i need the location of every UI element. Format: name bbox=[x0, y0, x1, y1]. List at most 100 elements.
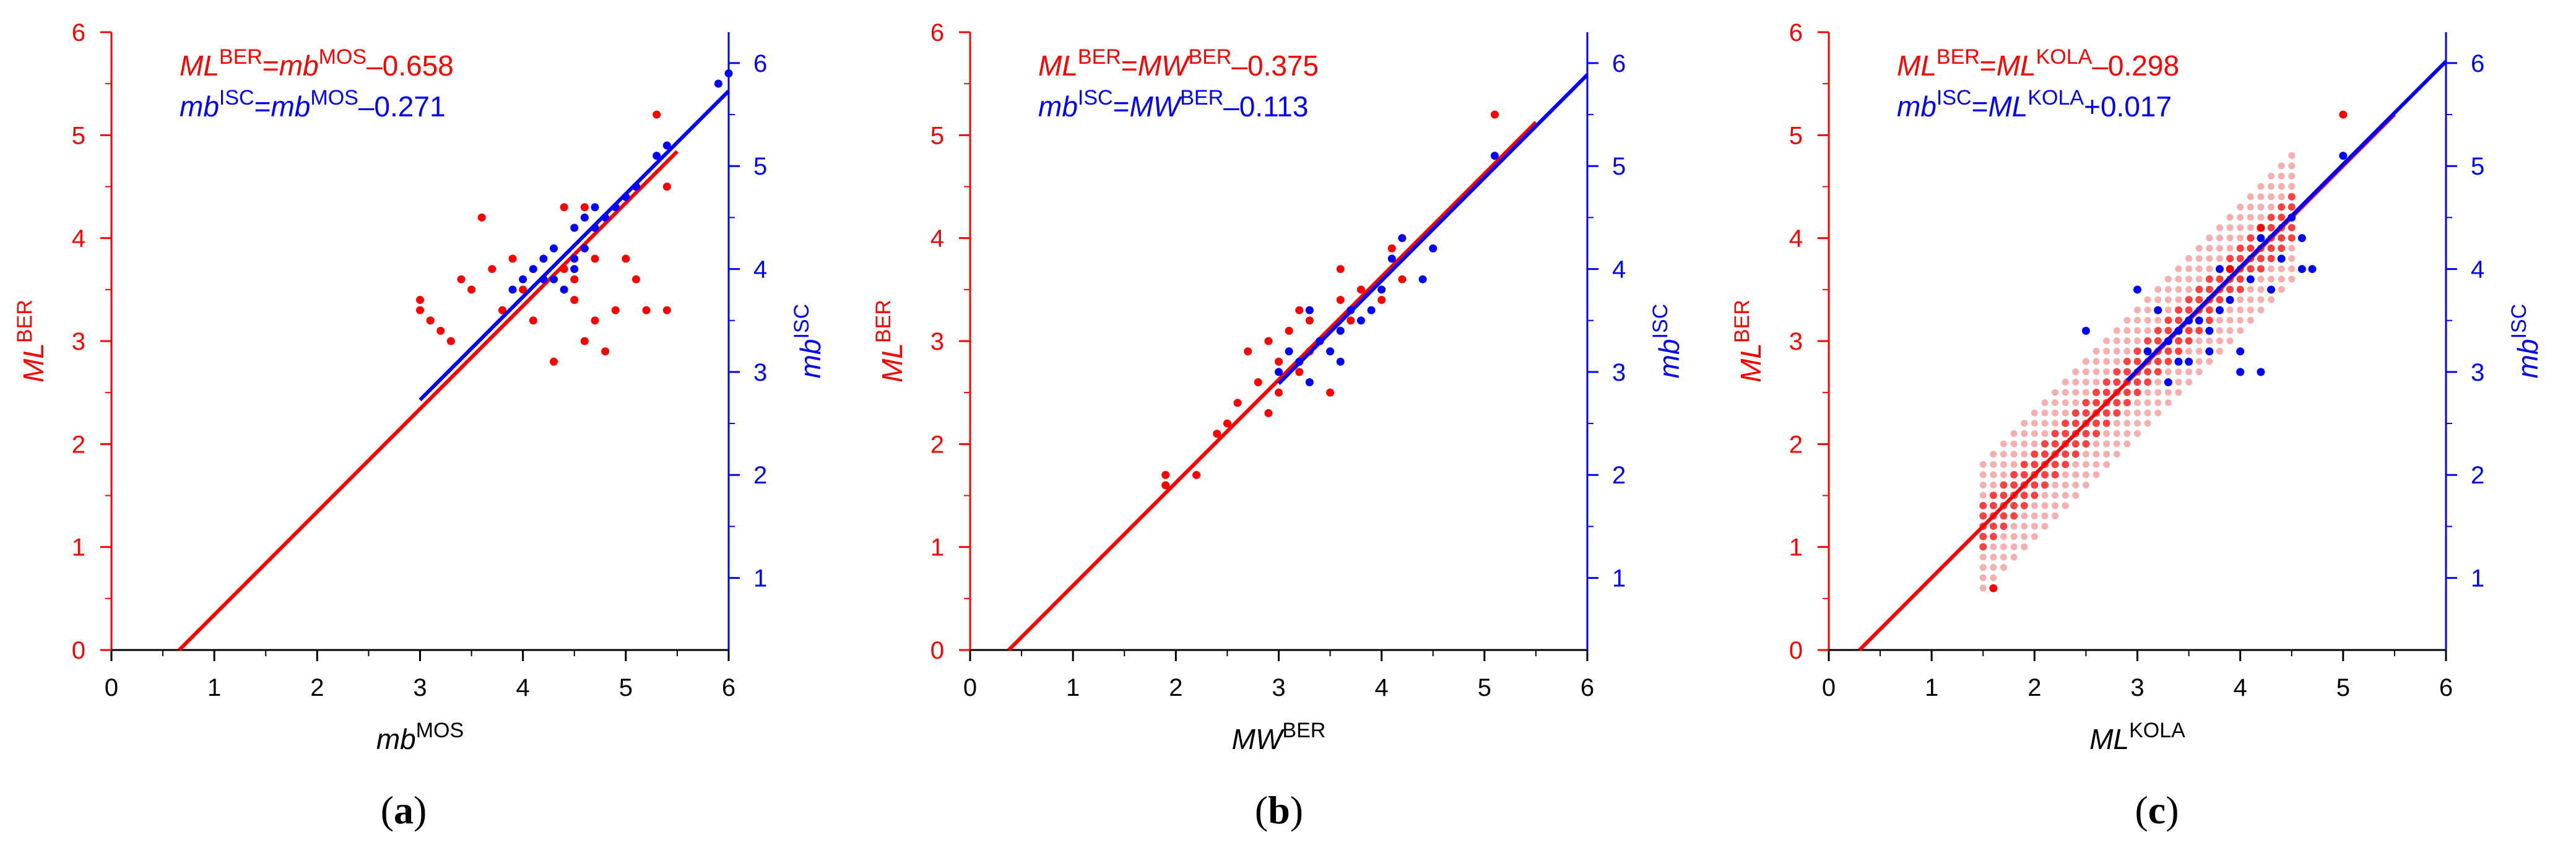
ml-ber-point bbox=[1989, 584, 1998, 592]
y-tick-label: 0 bbox=[1789, 637, 1803, 664]
ml-ber-point bbox=[1264, 409, 1273, 417]
mb-isc-point bbox=[570, 265, 579, 274]
mb-isc-point bbox=[662, 141, 671, 150]
ml-ber-point bbox=[2339, 110, 2348, 119]
ml-ber-cloud-point bbox=[2237, 296, 2244, 303]
ml-ber-cloud-point bbox=[2195, 275, 2203, 283]
y-tick-label: 4 bbox=[72, 225, 85, 253]
ml-ber-cloud-point bbox=[2092, 430, 2101, 438]
left-y-axis-title-base: ML bbox=[1735, 343, 1767, 383]
ml-ber-cloud-point bbox=[2134, 399, 2141, 406]
equation-part: ISC bbox=[1936, 86, 1972, 110]
ml-ber-cloud-point bbox=[2257, 183, 2265, 190]
mb-isc-point bbox=[519, 275, 527, 284]
ml-ber-cloud-point bbox=[2154, 286, 2162, 293]
ml-ber-cloud-point bbox=[2010, 461, 2018, 468]
mb-isc-point bbox=[2277, 254, 2286, 263]
ml-ber-point bbox=[1490, 110, 1499, 119]
ml-ber-cloud-point bbox=[2102, 419, 2110, 427]
ml-ber-cloud-point bbox=[2174, 316, 2182, 324]
ml-ber-cloud-point bbox=[2226, 254, 2234, 262]
ml-ber-cloud-point bbox=[2123, 430, 2131, 437]
ml-ber-cloud-point bbox=[2102, 378, 2110, 386]
mb-isc-point bbox=[1305, 378, 1314, 387]
x-tick-label: 5 bbox=[2336, 674, 2350, 701]
mb-isc-point bbox=[2154, 306, 2162, 314]
x-tick-label: 6 bbox=[722, 674, 735, 701]
ml-ber-cloud-point bbox=[1989, 492, 1997, 500]
ml-ber-point bbox=[446, 337, 455, 345]
ml-ber-cloud-point bbox=[2288, 203, 2296, 211]
ml-ber-point bbox=[1377, 295, 1386, 304]
mb-isc-fit-line bbox=[2125, 59, 2448, 382]
ml-ber-cloud-point bbox=[2062, 502, 2069, 509]
x-tick-label: 6 bbox=[2439, 674, 2453, 701]
regression-equation: mbISC=mbMOS–0.271 bbox=[180, 86, 446, 123]
ml-ber-cloud-point bbox=[2288, 193, 2296, 201]
ml-ber-cloud-point bbox=[2123, 368, 2131, 376]
x-tick-label: 5 bbox=[1478, 674, 1491, 701]
ml-ber-point bbox=[560, 203, 568, 212]
ml-ber-point bbox=[601, 347, 610, 356]
ml-ber-cloud-point bbox=[2144, 306, 2151, 314]
mb-isc-point bbox=[1387, 254, 1396, 263]
ml-ber-cloud-point bbox=[2072, 378, 2079, 386]
equation-part: –0.113 bbox=[1223, 90, 1308, 123]
ml-ber-point bbox=[2226, 265, 2234, 274]
equation-part: mb bbox=[1897, 90, 1936, 123]
ml-ber-point bbox=[436, 326, 445, 335]
ml-ber-cloud-point bbox=[1979, 543, 1987, 551]
ml-ber-cloud-point bbox=[2185, 337, 2193, 345]
ml-ber-cloud-point bbox=[2062, 419, 2070, 427]
ml-ber-cloud-point bbox=[2247, 203, 2254, 210]
ml-ber-cloud-point bbox=[2267, 244, 2275, 252]
ml-ber-cloud-point bbox=[2205, 285, 2213, 293]
mb-isc-point bbox=[2205, 347, 2214, 356]
mb-isc-point bbox=[539, 254, 548, 263]
ml-ber-cloud-point bbox=[2010, 543, 2018, 550]
ml-ber-cloud-point bbox=[2288, 162, 2296, 170]
ml-ber-cloud-point bbox=[2278, 265, 2285, 272]
ml-ber-cloud-point bbox=[2052, 492, 2059, 499]
ml-ber-cloud-point bbox=[2195, 358, 2203, 365]
y-tick-label: 5 bbox=[1789, 122, 1803, 149]
ml-ber-cloud-point bbox=[2103, 347, 2110, 355]
ml-ber-cloud-point bbox=[2236, 285, 2244, 293]
ml-ber-cloud-point bbox=[2164, 275, 2172, 283]
ml-ber-cloud-point bbox=[2092, 419, 2101, 427]
ml-ber-point bbox=[653, 110, 661, 119]
ml-ber-point bbox=[416, 306, 424, 314]
ml-ber-cloud-point bbox=[2144, 296, 2151, 303]
ml-ber-cloud-point bbox=[2175, 378, 2182, 386]
mb-isc-point bbox=[2143, 347, 2152, 356]
ml-ber-point bbox=[1192, 470, 1201, 479]
ml-ber-point bbox=[1387, 244, 1396, 253]
ml-ber-cloud-point bbox=[1979, 482, 1987, 489]
ml-ber-cloud-point bbox=[2164, 327, 2172, 335]
mb-isc-point bbox=[1275, 368, 1283, 376]
ml-ber-cloud-point bbox=[2144, 368, 2152, 376]
ml-ber-cloud-point bbox=[2041, 420, 2049, 427]
ml-ber-point bbox=[1161, 481, 1170, 490]
ml-ber-cloud-point bbox=[2195, 245, 2203, 252]
ml-ber-cloud-point bbox=[2144, 337, 2152, 345]
ml-ber-cloud-point bbox=[2164, 389, 2172, 396]
ml-ber-point bbox=[662, 183, 671, 191]
ml-ber-cloud-point bbox=[2216, 316, 2223, 324]
ml-ber-cloud-point bbox=[2226, 337, 2234, 345]
ml-ber-cloud-point bbox=[2000, 512, 2008, 520]
ml-ber-cloud-point bbox=[2102, 409, 2110, 417]
ml-ber-cloud-point bbox=[2257, 275, 2265, 283]
y2-tick-label: 4 bbox=[2471, 256, 2484, 284]
ml-ber-cloud-point bbox=[1989, 501, 1997, 509]
ml-ber-cloud-point bbox=[2010, 481, 2018, 489]
mb-isc-point bbox=[1418, 275, 1427, 284]
ml-ber-cloud-point bbox=[2247, 265, 2255, 273]
ml-ber-point bbox=[1285, 326, 1293, 335]
x-axis-title-base: ML bbox=[2089, 723, 2129, 755]
ml-ber-point bbox=[519, 285, 527, 294]
ml-ber-cloud-point bbox=[2206, 234, 2213, 241]
ml-ber-cloud-point bbox=[2113, 409, 2121, 417]
ml-ber-cloud-point bbox=[2051, 461, 2059, 469]
ml-ber-cloud-point bbox=[2154, 368, 2162, 376]
